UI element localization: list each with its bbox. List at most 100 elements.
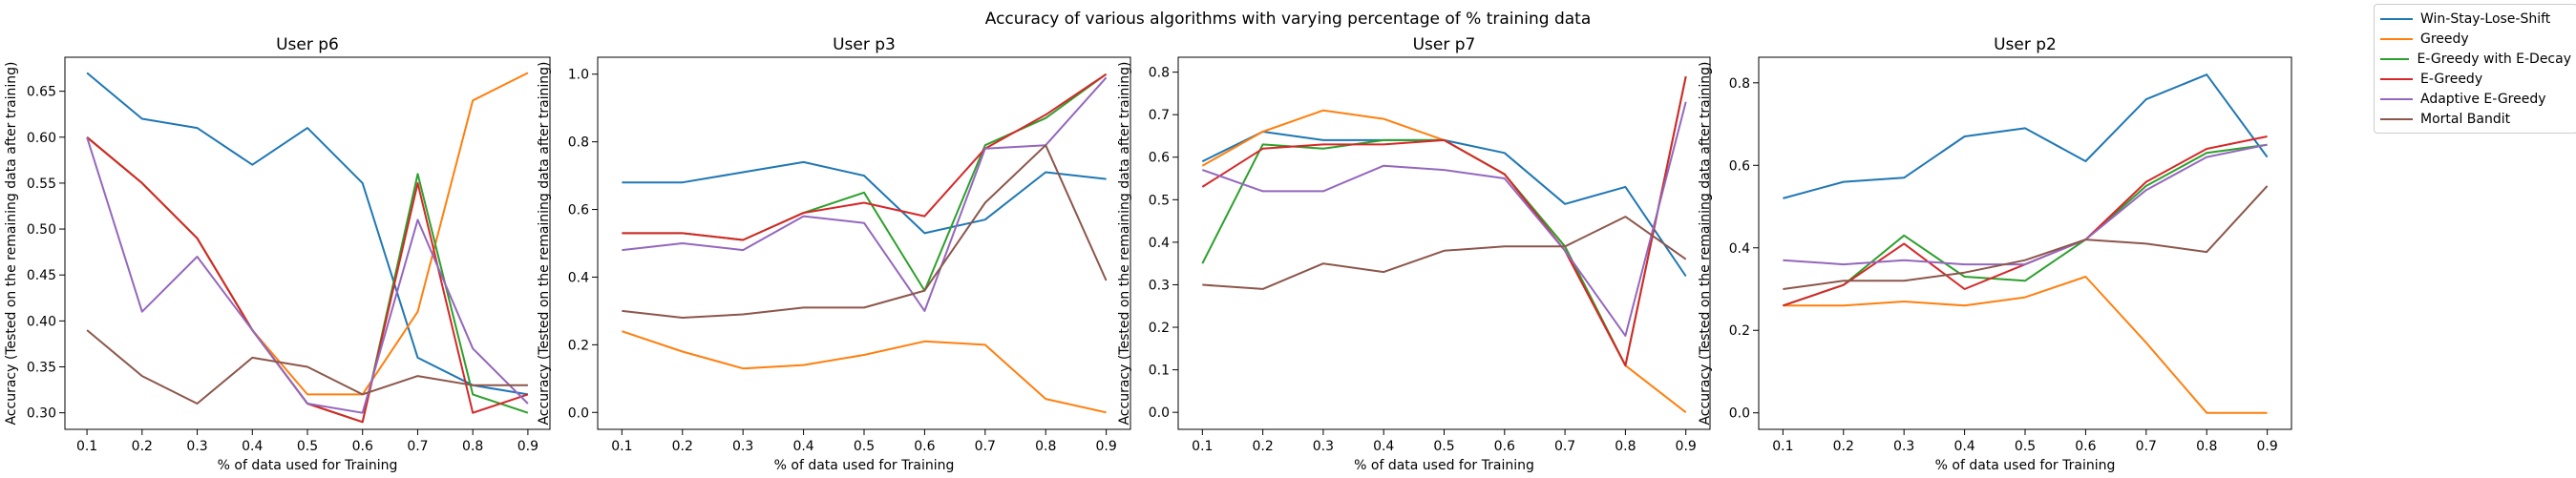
y-tick-label: 0.1 — [1149, 364, 1170, 379]
x-tick-label: 0.6 — [1494, 439, 1515, 454]
legend-label: Mortal Bandit — [2420, 111, 2511, 127]
x-tick-label: 0.9 — [1676, 439, 1697, 454]
y-tick-label: 0.2 — [1149, 321, 1170, 336]
x-tick-label: 0.6 — [2075, 439, 2096, 454]
series-line — [1783, 185, 2269, 290]
y-axis-label: Accuracy (Tested on the remaining data a… — [1117, 61, 1132, 425]
x-tick-label: 0.9 — [2257, 439, 2278, 454]
x-tick-label: 0.8 — [462, 439, 483, 454]
series-line — [86, 72, 529, 396]
y-tick-label: 0.4 — [1149, 236, 1170, 251]
series-line — [1201, 101, 1687, 337]
plot-frame — [1177, 56, 1711, 430]
x-tick-label: 0.8 — [1035, 439, 1056, 454]
subplot-1: 0.1 0.2 0.3 0.4 0.5 0.6 0.7 0.8 0.9 0.30 0.35 0.40 0… — [4, 35, 551, 473]
series-line — [1201, 75, 1687, 367]
y-tick-label: 0.30 — [27, 406, 56, 422]
x-tick-label: 0.2 — [672, 439, 693, 454]
y-tick-label: 0.55 — [27, 177, 56, 192]
x-axis-label: % of data used for Training — [1935, 458, 2116, 473]
x-tick-label: 0.5 — [297, 439, 318, 454]
y-tick-label: 0.0 — [1729, 406, 1750, 422]
legend-item: E-Greedy with E-Decay — [2380, 49, 2571, 69]
x-tick-label: 0.4 — [1953, 439, 1974, 454]
x-tick-label: 0.3 — [1893, 439, 1914, 454]
x-tick-label: 0.1 — [1192, 439, 1213, 454]
y-tick-label: 0.7 — [1149, 108, 1170, 123]
series-line — [622, 144, 1108, 319]
subplot-title: User p2 — [1994, 35, 2057, 54]
y-tick-label: 0.4 — [1729, 241, 1750, 257]
subplot-title: User p3 — [833, 35, 896, 54]
series-line — [1202, 216, 1687, 290]
x-tick-label: 0.8 — [2196, 439, 2217, 454]
legend-item: Win-Stay-Lose-Shift — [2380, 9, 2571, 29]
y-axis-label: Accuracy (Tested on the remaining data a… — [1698, 61, 1713, 425]
x-tick-label: 0.8 — [1615, 439, 1636, 454]
x-tick-label: 0.3 — [1313, 439, 1334, 454]
x-tick-label: 0.7 — [975, 439, 996, 454]
series-line — [1783, 143, 2268, 266]
y-tick-label: 0.4 — [568, 270, 589, 285]
series-line — [622, 73, 1108, 241]
legend-item: Adaptive E-Greedy — [2380, 89, 2571, 109]
series-line — [1201, 131, 1687, 278]
y-tick-label: 0.8 — [1729, 76, 1750, 92]
y-tick-label: 1.0 — [568, 68, 589, 83]
plot-frame — [1758, 56, 2292, 430]
y-tick-label: 0.8 — [1149, 66, 1170, 81]
series-line — [1783, 276, 2268, 414]
legend-item: Mortal Bandit — [2380, 109, 2571, 129]
y-tick-label: 0.40 — [27, 314, 56, 329]
x-tick-label: 0.3 — [732, 439, 753, 454]
y-tick-label: 0.6 — [1149, 151, 1170, 166]
legend-swatch — [2380, 77, 2413, 80]
y-tick-label: 0.45 — [27, 268, 56, 283]
y-tick-label: 0.35 — [27, 361, 56, 376]
subplot-title: User p6 — [276, 35, 339, 54]
legend-label: E-Greedy with E-Decay — [2417, 51, 2571, 67]
x-tick-label: 0.7 — [2136, 439, 2157, 454]
series-line — [1201, 109, 1687, 413]
y-axis-label: Accuracy (Tested on the remaining data a… — [537, 61, 552, 425]
subplot-3: 0.1 0.2 0.3 0.4 0.5 0.6 0.7 0.8 0.9 0.0 0.1 0.2 0.3 0… — [1117, 35, 1711, 473]
y-tick-label: 0.60 — [27, 131, 56, 146]
y-tick-label: 0.2 — [1729, 323, 1750, 339]
series-line — [1783, 73, 2269, 199]
series-line — [1783, 143, 2268, 307]
y-tick-label: 0.6 — [568, 203, 589, 218]
legend-label: Adaptive E-Greedy — [2420, 91, 2546, 107]
legend-swatch — [2380, 57, 2410, 60]
series-line — [622, 76, 1108, 312]
x-tick-label: 0.2 — [1833, 439, 1854, 454]
y-axis-label: Accuracy (Tested on the remaining data a… — [4, 61, 19, 425]
y-tick-label: 0.3 — [1149, 278, 1170, 293]
x-tick-label: 0.2 — [1252, 439, 1273, 454]
x-tick-label: 0.6 — [914, 439, 935, 454]
x-tick-label: 0.1 — [611, 439, 632, 454]
x-tick-label: 0.7 — [1554, 439, 1575, 454]
x-axis-label: % of data used for Training — [218, 458, 398, 473]
y-tick-label: 0.5 — [1149, 193, 1170, 208]
figure-title: Accuracy of various algorithms with vary… — [984, 10, 1592, 29]
x-tick-label: 0.4 — [242, 439, 263, 454]
x-axis-label: % of data used for Training — [774, 458, 955, 473]
x-tick-label: 0.4 — [792, 439, 813, 454]
legend-swatch — [2380, 97, 2413, 100]
series-line — [622, 160, 1107, 235]
series-line — [86, 329, 528, 405]
x-axis-label: % of data used for Training — [1354, 458, 1534, 473]
legend-label: Win-Stay-Lose-Shift — [2420, 10, 2551, 27]
legend-item: E-Greedy — [2380, 69, 2571, 89]
x-tick-label: 0.5 — [854, 439, 875, 454]
legend-swatch — [2380, 117, 2413, 120]
x-tick-label: 0.1 — [1772, 439, 1793, 454]
x-tick-label: 0.9 — [517, 439, 538, 454]
legend-swatch — [2380, 17, 2413, 20]
x-tick-label: 0.7 — [407, 439, 428, 454]
x-tick-label: 0.4 — [1373, 439, 1394, 454]
y-tick-label: 0.0 — [1149, 405, 1170, 421]
x-tick-label: 0.6 — [352, 439, 373, 454]
y-tick-label: 0.2 — [568, 338, 589, 353]
